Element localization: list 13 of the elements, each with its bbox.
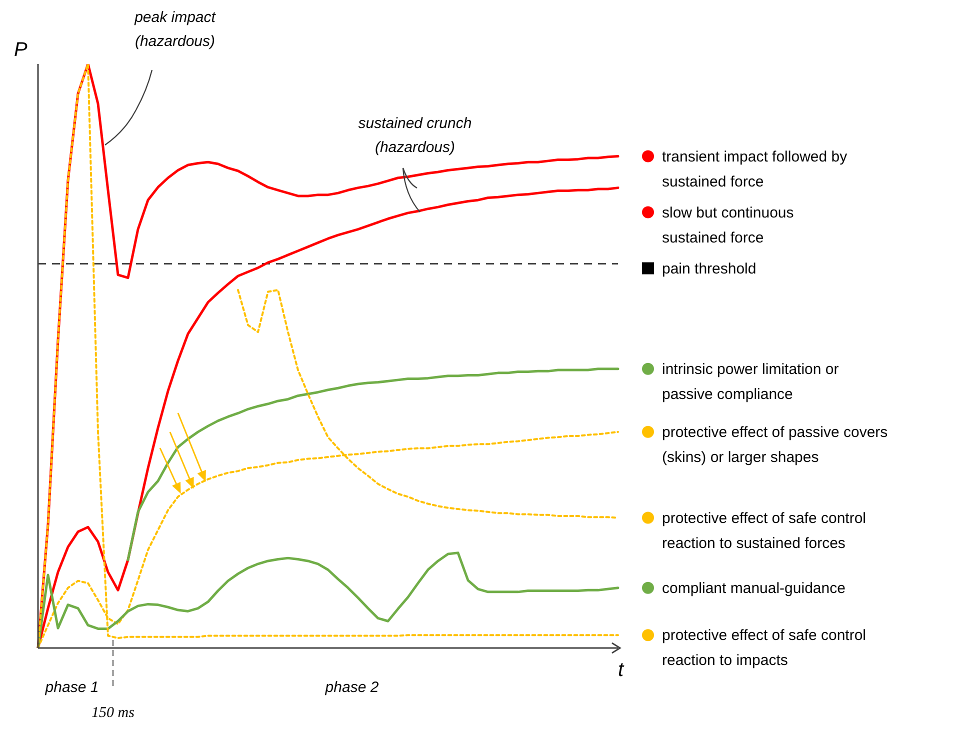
x-axis-title: t [618, 659, 625, 681]
annotation: sustained crunch (hazardous) [358, 115, 472, 156]
ref-line-label: pain threshold [662, 260, 756, 278]
legend-label: protective effect of passive covers (skins) or larger shapes [662, 424, 888, 466]
legend-label: intrinsic power limitation or passive compliance [662, 360, 839, 403]
legend-label: protective effect of safe control reaction to sustained forces [662, 510, 866, 552]
y-axis-title: P [14, 39, 28, 61]
legend-label: compliant manual-guidance [662, 580, 846, 597]
text: 150 ms [92, 705, 135, 721]
text: phase 1 [44, 679, 99, 696]
legend-label: protective effect of safe control reaction to impacts [662, 627, 866, 670]
text: phase 2 [324, 679, 380, 696]
text: peak impact (hazardous) [134, 9, 216, 50]
